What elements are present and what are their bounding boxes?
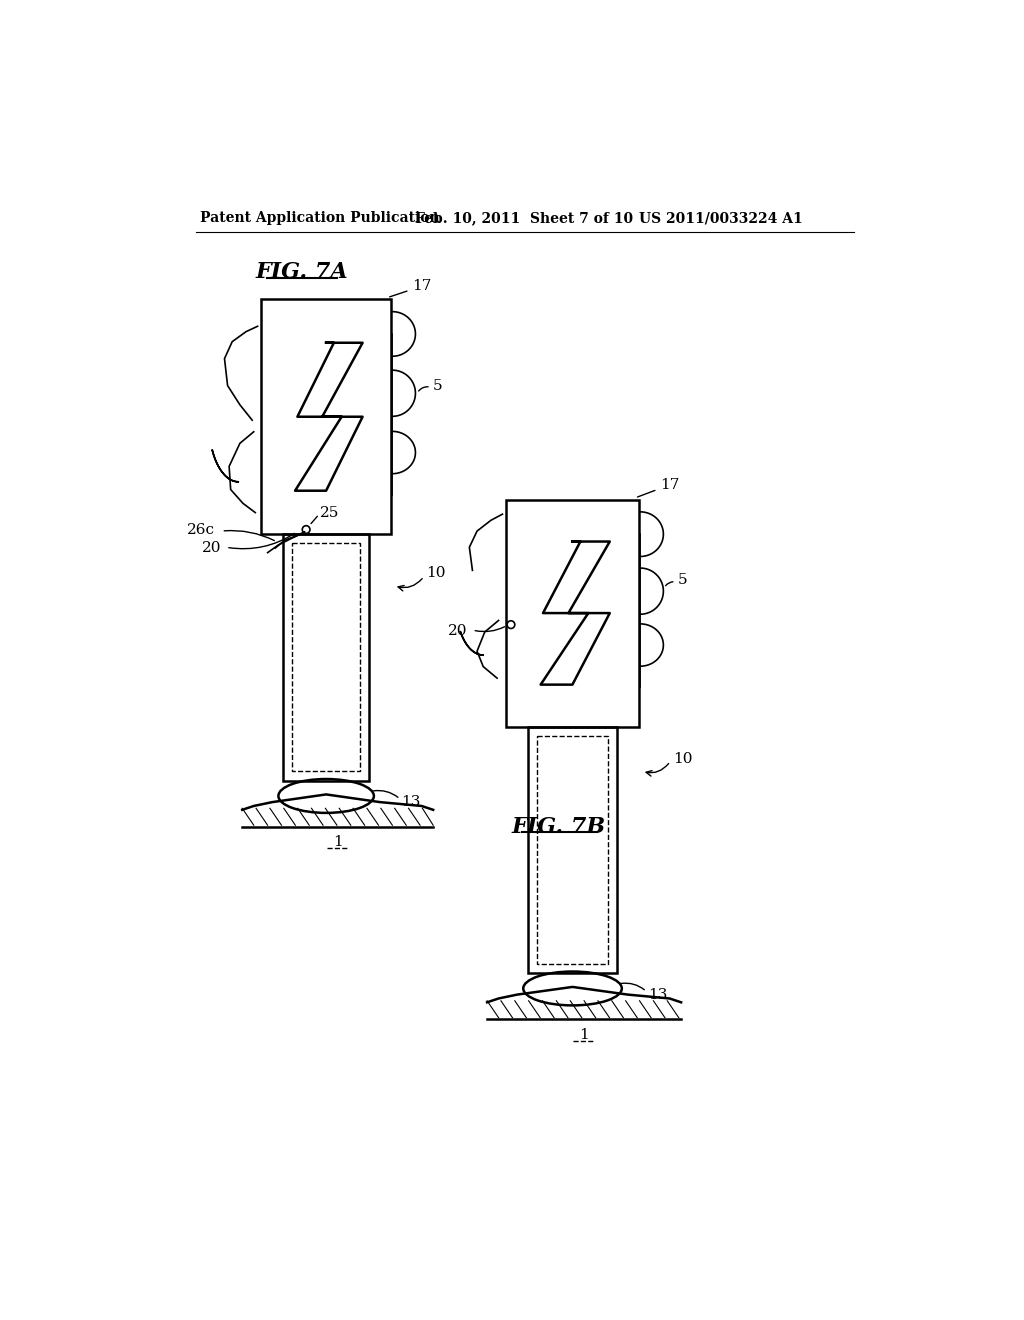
Bar — [506, 499, 639, 726]
Text: 13: 13 — [401, 795, 421, 809]
Text: 10: 10 — [426, 566, 445, 579]
Text: 5: 5 — [677, 573, 687, 587]
Text: 17: 17 — [389, 279, 432, 297]
Text: 20: 20 — [202, 541, 221, 554]
Text: FIG. 7B: FIG. 7B — [512, 816, 606, 838]
Text: 13: 13 — [648, 987, 668, 1002]
Text: 26c: 26c — [187, 523, 215, 537]
Text: Patent Application Publication: Patent Application Publication — [200, 211, 439, 226]
Bar — [283, 535, 370, 780]
Text: US 2011/0033224 A1: US 2011/0033224 A1 — [639, 211, 803, 226]
Text: 20: 20 — [449, 624, 468, 638]
Text: 17: 17 — [638, 478, 680, 498]
Bar — [261, 300, 391, 535]
Text: 5: 5 — [433, 379, 442, 392]
Circle shape — [507, 620, 515, 628]
Bar — [528, 726, 617, 973]
Text: 10: 10 — [673, 752, 692, 766]
Text: 1: 1 — [580, 1028, 589, 1041]
Text: 25: 25 — [319, 506, 339, 520]
Text: 1: 1 — [333, 836, 343, 849]
Circle shape — [302, 525, 310, 533]
Text: Feb. 10, 2011  Sheet 7 of 10: Feb. 10, 2011 Sheet 7 of 10 — [416, 211, 634, 226]
Bar — [538, 737, 608, 964]
Bar — [292, 544, 360, 771]
Text: FIG. 7A: FIG. 7A — [255, 261, 348, 284]
